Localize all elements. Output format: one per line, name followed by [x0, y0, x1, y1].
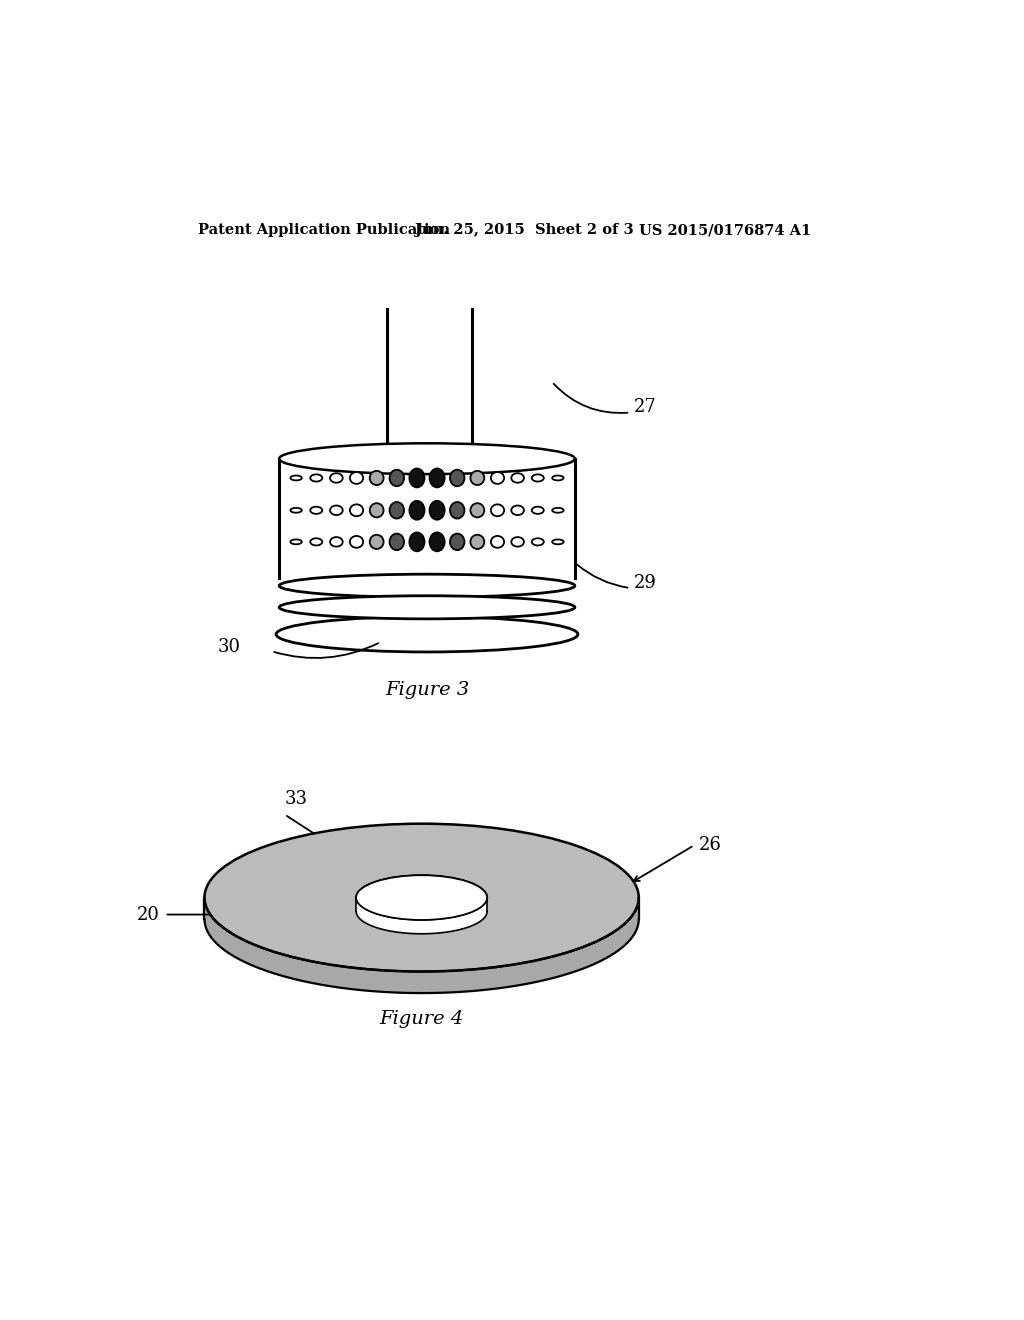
Ellipse shape — [370, 535, 384, 549]
Ellipse shape — [291, 475, 302, 480]
Ellipse shape — [350, 473, 364, 484]
Ellipse shape — [511, 506, 524, 515]
Ellipse shape — [330, 473, 343, 483]
Ellipse shape — [410, 532, 425, 552]
Text: 29: 29 — [634, 574, 657, 591]
Ellipse shape — [310, 474, 323, 482]
Ellipse shape — [370, 503, 384, 517]
Text: 30: 30 — [217, 639, 241, 656]
Ellipse shape — [291, 540, 302, 544]
Ellipse shape — [330, 537, 343, 546]
Ellipse shape — [450, 502, 465, 519]
Ellipse shape — [310, 507, 323, 513]
Ellipse shape — [291, 508, 302, 512]
Ellipse shape — [389, 470, 404, 486]
Ellipse shape — [205, 824, 639, 972]
Ellipse shape — [470, 535, 484, 549]
Ellipse shape — [356, 875, 487, 920]
Ellipse shape — [350, 504, 364, 516]
Ellipse shape — [280, 574, 574, 597]
Ellipse shape — [490, 504, 504, 516]
Ellipse shape — [389, 502, 404, 519]
Ellipse shape — [552, 508, 563, 512]
Text: 26: 26 — [698, 837, 722, 854]
Ellipse shape — [552, 475, 563, 480]
Ellipse shape — [276, 616, 578, 652]
Ellipse shape — [531, 539, 544, 545]
Polygon shape — [205, 898, 639, 993]
Ellipse shape — [350, 536, 364, 548]
Ellipse shape — [330, 506, 343, 515]
Text: 27: 27 — [634, 399, 656, 416]
Text: 20: 20 — [137, 906, 160, 924]
Ellipse shape — [490, 473, 504, 484]
Text: US 2015/0176874 A1: US 2015/0176874 A1 — [639, 223, 811, 238]
Ellipse shape — [429, 500, 444, 520]
Ellipse shape — [490, 536, 504, 548]
Ellipse shape — [429, 469, 444, 487]
Text: Figure 4: Figure 4 — [380, 1010, 464, 1028]
Text: 33: 33 — [285, 791, 307, 808]
Text: Patent Application Publication: Patent Application Publication — [199, 223, 451, 238]
Ellipse shape — [410, 500, 425, 520]
Ellipse shape — [410, 469, 425, 487]
Ellipse shape — [511, 537, 524, 546]
Ellipse shape — [389, 533, 404, 550]
Text: Jun. 25, 2015  Sheet 2 of 3: Jun. 25, 2015 Sheet 2 of 3 — [416, 223, 634, 238]
Ellipse shape — [280, 444, 574, 474]
Ellipse shape — [470, 471, 484, 484]
Ellipse shape — [531, 474, 544, 482]
Ellipse shape — [450, 470, 465, 486]
Ellipse shape — [280, 595, 574, 619]
Ellipse shape — [370, 471, 384, 484]
Text: Figure 3: Figure 3 — [385, 681, 469, 698]
Ellipse shape — [470, 503, 484, 517]
Polygon shape — [356, 898, 487, 933]
Ellipse shape — [429, 532, 444, 552]
Ellipse shape — [356, 875, 487, 920]
Ellipse shape — [450, 533, 465, 550]
Ellipse shape — [511, 473, 524, 483]
Ellipse shape — [310, 539, 323, 545]
Ellipse shape — [531, 507, 544, 513]
Ellipse shape — [552, 540, 563, 544]
